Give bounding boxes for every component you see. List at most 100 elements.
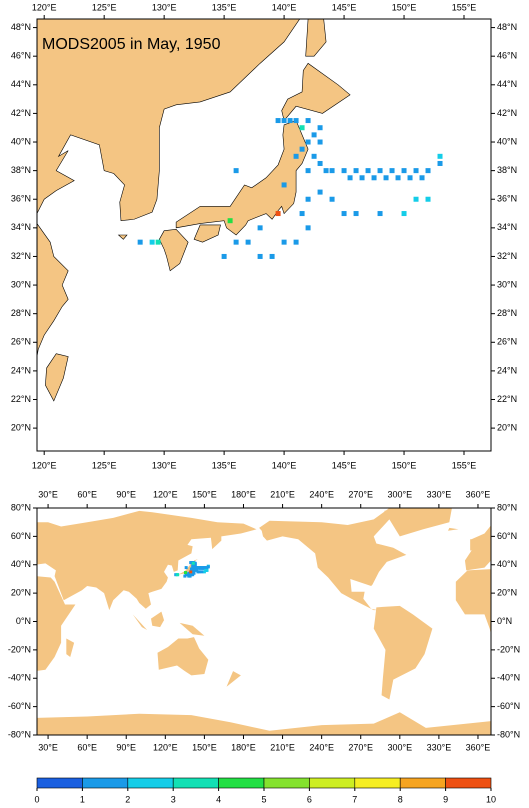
data-cell xyxy=(425,196,431,202)
lon-label: 155°E xyxy=(452,2,477,12)
colorbar-swatch xyxy=(354,777,401,789)
data-cell xyxy=(299,146,305,152)
overlay: 120°E120°E125°E125°E130°E130°E135°E135°E… xyxy=(8,2,520,804)
lat-label: 22°N xyxy=(11,394,31,404)
data-cell xyxy=(305,168,311,174)
data-cell xyxy=(221,253,227,259)
lat-label: 28°N xyxy=(11,308,31,318)
data-cell xyxy=(353,168,359,174)
colorbar-label: 2 xyxy=(125,794,130,804)
data-cell xyxy=(183,574,187,578)
data-cell xyxy=(371,175,377,181)
data-cell xyxy=(305,196,311,202)
lon-label: 120°E xyxy=(153,742,178,752)
lon-label: 150°E xyxy=(192,489,217,499)
data-cell xyxy=(206,565,210,569)
lon-label: 240°E xyxy=(309,489,334,499)
data-cell xyxy=(233,239,239,245)
data-cell xyxy=(347,175,353,181)
lat-label: 20°N xyxy=(497,422,517,432)
data-cell xyxy=(317,160,323,166)
lon-label: 130°E xyxy=(152,460,177,470)
data-cell xyxy=(281,182,287,188)
lat-label: 44°N xyxy=(11,79,31,89)
lon-label: 150°E xyxy=(392,460,417,470)
colorbar-label: 3 xyxy=(171,794,176,804)
lat-label: -40°N xyxy=(497,673,520,683)
data-cell xyxy=(293,118,299,124)
lon-label: 120°E xyxy=(32,460,57,470)
data-cell xyxy=(257,225,263,231)
colorbar-label: 5 xyxy=(261,794,266,804)
lon-label: 145°E xyxy=(332,2,357,12)
land xyxy=(37,510,257,611)
lon-label: 130°E xyxy=(152,2,177,12)
regional-map xyxy=(37,19,443,402)
data-cell xyxy=(189,570,193,574)
lon-label: 300°E xyxy=(387,489,412,499)
lat-label: -80°N xyxy=(8,729,31,739)
lat-label: 32°N xyxy=(497,251,517,261)
colorbar-label: 4 xyxy=(216,794,221,804)
lon-label: 90°E xyxy=(116,742,136,752)
land xyxy=(448,527,459,531)
lat-label: 48°N xyxy=(11,22,31,32)
land xyxy=(37,19,301,357)
lat-label: 30°N xyxy=(11,279,31,289)
colorbar-label: 6 xyxy=(307,794,312,804)
lat-label: 38°N xyxy=(497,165,517,175)
lat-label: 80°N xyxy=(497,502,517,512)
lon-label: 90°E xyxy=(116,489,136,499)
lon-label: 180°E xyxy=(231,489,256,499)
lon-label: 140°E xyxy=(272,2,297,12)
data-cell xyxy=(407,175,413,181)
land xyxy=(455,569,491,635)
lon-label: 210°E xyxy=(270,742,295,752)
lat-label: 42°N xyxy=(497,108,517,118)
land xyxy=(259,508,407,611)
colorbar-label: 8 xyxy=(398,794,403,804)
lat-label: -40°N xyxy=(8,673,31,683)
land xyxy=(175,120,309,236)
colorbar-swatch xyxy=(172,777,219,789)
lat-label: 40°N xyxy=(11,559,31,569)
land xyxy=(157,637,209,676)
lon-label: 270°E xyxy=(348,489,373,499)
data-cell xyxy=(281,239,287,245)
data-cell xyxy=(419,175,425,181)
data-cell xyxy=(191,561,195,565)
data-cell xyxy=(377,211,383,217)
colorbar-swatch xyxy=(82,777,129,789)
lon-label: 30°E xyxy=(38,742,58,752)
data-cell xyxy=(311,153,317,159)
data-cell xyxy=(341,168,347,174)
colorbar-label: 10 xyxy=(486,794,496,804)
lat-label: -20°N xyxy=(497,644,520,654)
data-cell xyxy=(257,253,263,259)
land xyxy=(117,234,128,240)
data-cell xyxy=(317,125,323,131)
lat-label: 60°N xyxy=(11,531,31,541)
lat-label: -60°N xyxy=(497,701,520,711)
land xyxy=(45,353,69,402)
lat-label: 30°N xyxy=(497,279,517,289)
lon-label: 360°E xyxy=(466,742,491,752)
data-cell xyxy=(137,239,143,245)
world-map xyxy=(37,508,491,735)
data-cell xyxy=(176,573,180,577)
lon-label: 140°E xyxy=(272,460,297,470)
data-cell xyxy=(437,160,443,166)
data-cell xyxy=(377,168,383,174)
colorbar-swatch xyxy=(445,777,492,789)
lat-label: 24°N xyxy=(11,365,31,375)
lat-label: 44°N xyxy=(497,79,517,89)
data-cell xyxy=(305,139,311,145)
data-cell xyxy=(311,132,317,138)
colorbar-swatch xyxy=(218,777,265,789)
land xyxy=(66,638,75,657)
lat-label: 40°N xyxy=(497,136,517,146)
lon-label: 155°E xyxy=(452,460,477,470)
lat-label: 26°N xyxy=(11,337,31,347)
lon-label: 210°E xyxy=(270,489,295,499)
data-cell xyxy=(202,570,206,574)
